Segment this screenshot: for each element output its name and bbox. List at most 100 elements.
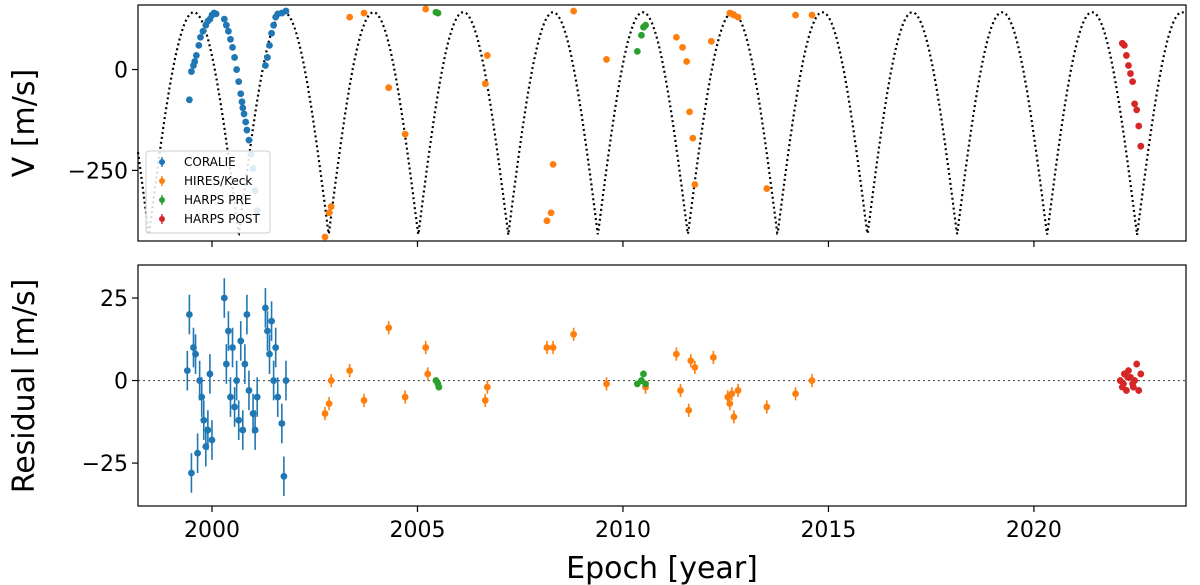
marker [222,21,230,29]
legend-label-coralie: CORALIE [184,155,236,169]
data-point-coralie [225,27,232,35]
data-point-coralie [197,33,204,41]
marker [640,370,647,378]
legend-box [145,150,271,234]
marker [570,330,578,338]
data-point-hires-keck [603,377,610,391]
y-tick-label: −250 [68,159,128,184]
data-point-coralie [229,327,236,368]
data-point-harps-pre [640,370,647,378]
data-point-harps-pre [434,9,442,17]
data-point-harps-post [1131,100,1139,108]
marker [1120,380,1127,388]
marker [327,377,335,384]
data-point-coralie [241,344,249,384]
data-point-coralie [220,278,228,318]
marker [360,396,368,404]
data-point-hires-keck [481,80,489,88]
data-point-coralie [198,377,206,417]
data-point-harps-pre [633,47,641,55]
marker [1131,377,1139,384]
marker [233,377,241,384]
marker [280,472,288,480]
data-point-hires-keck [547,209,555,217]
data-point-hires-keck [677,383,684,398]
marker [691,363,699,371]
data-point-coralie [240,110,248,118]
data-point-hires-keck [385,84,393,92]
marker [1137,142,1145,150]
data-point-hires-keck [685,403,693,417]
data-point-coralie [278,403,286,444]
data-point-coralie [282,7,290,15]
marker [792,11,799,19]
marker [183,367,191,375]
data-point-coralie [251,410,259,450]
data-point-coralie [206,354,214,394]
keplerian-model-line [136,11,1187,237]
marker [266,41,273,49]
marker [325,400,333,408]
legend-entry-coralie: CORALIE [159,155,236,169]
data-point-coralie [266,41,273,49]
marker [346,13,354,21]
data-point-harps-post [1123,387,1130,394]
marker [208,436,216,444]
data-point-coralie [208,420,216,460]
marker [481,80,489,88]
marker [1125,62,1132,69]
data-point-hires-keck [734,383,742,398]
data-point-coralie [222,344,230,384]
marker [188,469,195,477]
marker [227,393,234,401]
data-point-coralie [229,43,236,51]
data-point-hires-keck [401,390,409,404]
data-point-hires-keck [763,185,771,192]
marker [220,294,228,302]
data-point-coralie [231,387,238,427]
y-tick-label: 0 [114,370,128,395]
data-point-harps-post [1137,370,1145,378]
data-point-hires-keck [325,397,333,411]
marker [233,66,241,73]
marker [424,370,432,378]
marker [808,11,816,19]
rv-x-ticks [211,241,1035,247]
marker [549,344,557,351]
data-point-coralie [243,294,251,335]
data-point-coralie [235,78,243,86]
marker [728,390,736,398]
data-point-coralie [188,68,195,75]
data-point-hires-keck [483,380,491,394]
data-point-hires-keck [543,217,551,225]
data-point-coralie [245,136,253,144]
data-point-hires-keck [691,360,699,374]
data-point-hires-keck [683,58,691,65]
marker [235,416,243,424]
marker [543,344,551,351]
marker [763,403,771,411]
marker [483,52,491,59]
data-point-hires-keck [808,11,816,19]
marker [262,62,269,69]
marker [481,396,489,404]
marker [1123,387,1130,394]
data-point-coralie [264,54,271,61]
data-point-coralie [200,400,208,440]
data-point-hires-keck [543,340,551,355]
legend-marker-harps-pre [159,197,165,203]
data-point-hires-keck [734,13,742,21]
residual-panel: 25 0 −25 2000 2005 2010 2015 2020 Residual [m/… [7,264,1187,585]
marker [192,350,199,358]
marker [603,56,610,63]
marker [763,185,771,192]
marker [245,136,253,144]
marker [707,37,715,45]
marker [231,54,238,61]
data-point-coralie [262,62,269,69]
data-point-harps-post [1135,387,1143,394]
marker [346,367,354,375]
data-point-coralie [194,433,201,473]
data-point-coralie [222,21,230,29]
residual-axes-frame [137,264,1187,507]
